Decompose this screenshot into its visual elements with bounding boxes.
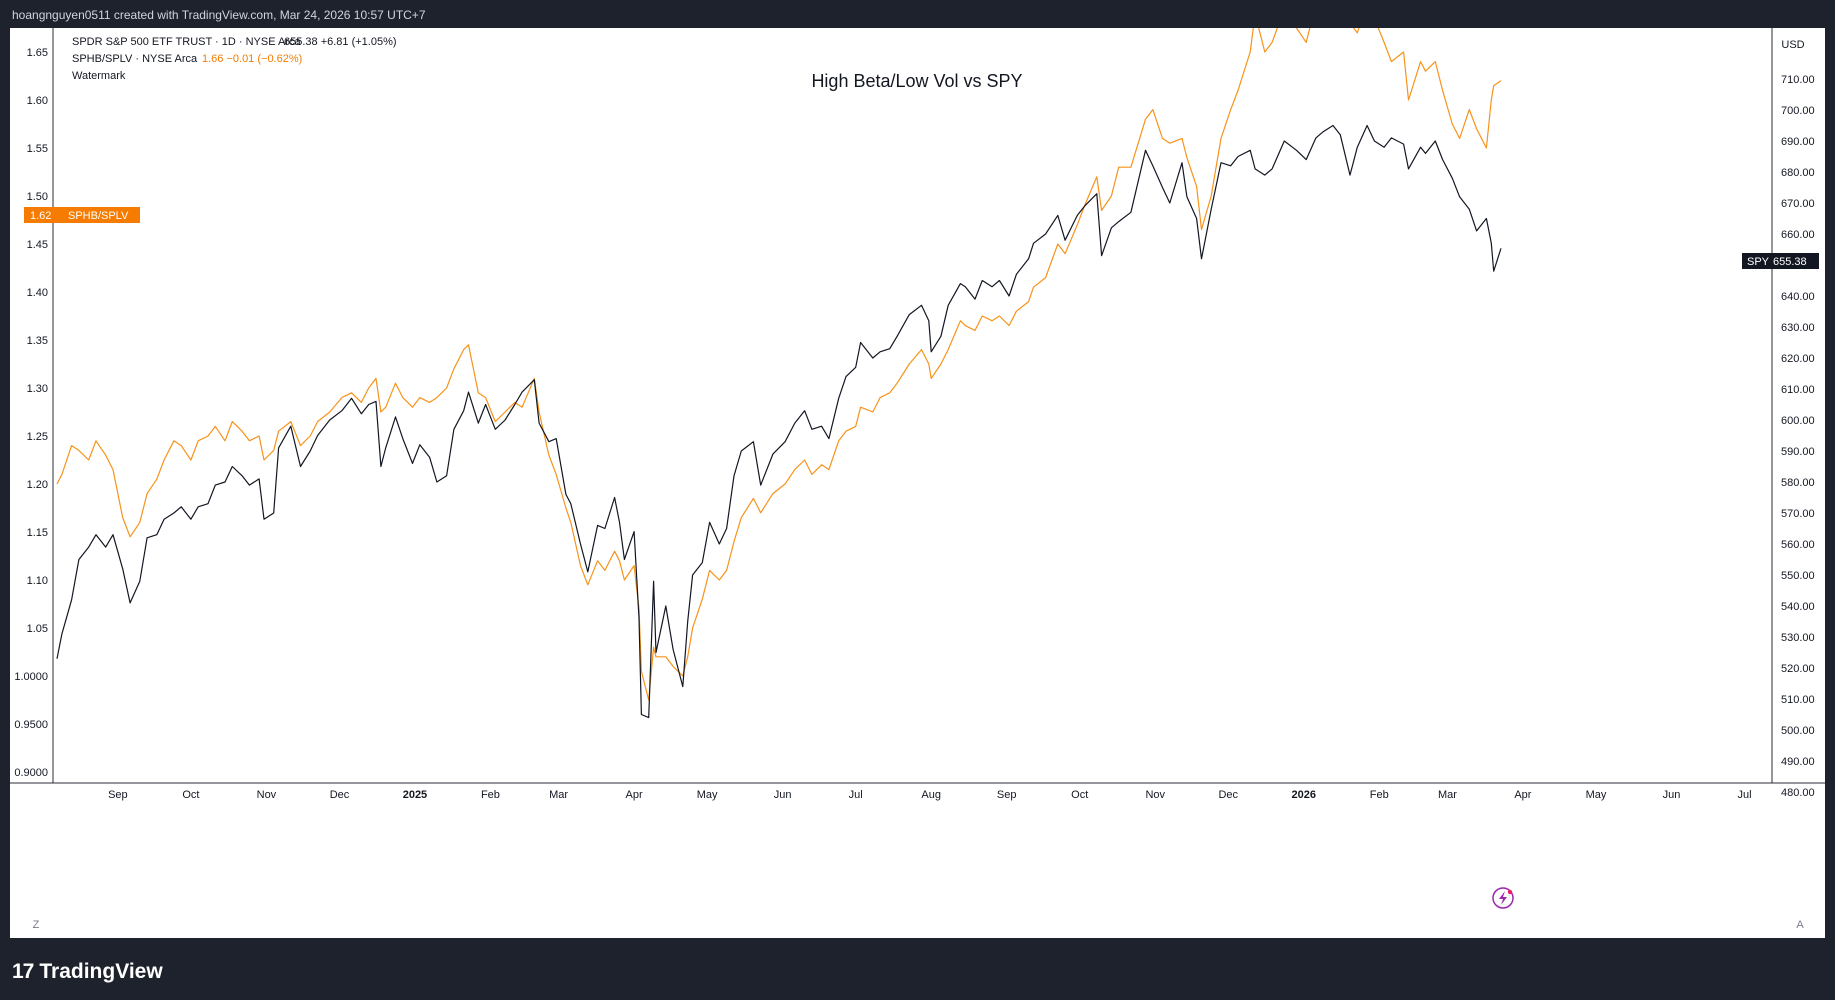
x-tick-label: Aug: [921, 789, 941, 801]
chart-svg[interactable]: 1.801.751.701.651.601.551.501.451.401.35…: [10, 0, 1825, 938]
x-tick-label: Jun: [774, 789, 792, 801]
ratio-series-line: [56, 0, 1502, 701]
x-tick-label: 2026: [1292, 789, 1316, 801]
x-tick-label: May: [1586, 789, 1607, 801]
x-tick-label: May: [697, 789, 718, 801]
ratio-current-tag: 1.62 SPHB/SPLV: [24, 207, 140, 223]
right-tick-label: 500.00: [1781, 725, 1815, 737]
right-tick-label: 600.00: [1781, 415, 1815, 427]
zoom-button[interactable]: Z: [33, 919, 40, 931]
left-tick-label: 1.20: [27, 479, 48, 491]
legend-watermark: Watermark: [72, 70, 126, 82]
left-tick-label: 0.9500: [14, 719, 48, 731]
x-tick-label: Mar: [549, 789, 568, 801]
right-tick-label: 670.00: [1781, 198, 1815, 210]
spy-series-line: [56, 124, 1502, 719]
right-tick-label: 580.00: [1781, 477, 1815, 489]
right-tick-label: 490.00: [1781, 756, 1815, 768]
right-tick-label: 680.00: [1781, 167, 1815, 179]
chart-title: High Beta/Low Vol vs SPY: [811, 71, 1022, 91]
right-tick-label: 700.00: [1781, 105, 1815, 117]
axes: 1.801.751.701.651.601.551.501.451.401.35…: [10, 0, 1825, 801]
ratio-current-label: SPHB/SPLV: [68, 210, 129, 222]
right-tick-label: 520.00: [1781, 663, 1815, 675]
x-tick-label: Apr: [1514, 789, 1531, 801]
x-tick-label: Dec: [1218, 789, 1238, 801]
left-tick-label: 1.60: [27, 95, 48, 107]
legend-spy-values: 655.38 +6.81 (+1.05%): [284, 36, 397, 48]
left-tick-label: 1.50: [27, 191, 48, 203]
right-tick-label: 560.00: [1781, 539, 1815, 551]
x-tick-label: Nov: [257, 789, 277, 801]
left-tick-label: 1.25: [27, 431, 48, 443]
footer-bar: 17 TradingView: [0, 938, 1835, 1000]
left-tick-label: 1.30: [27, 383, 48, 395]
left-tick-label: 0.9000: [14, 767, 48, 779]
ratio-current-value: 1.62: [30, 210, 51, 222]
left-tick-label: 1.10: [27, 575, 48, 587]
x-tick-label: Sep: [108, 789, 128, 801]
right-tick-label: 630.00: [1781, 322, 1815, 334]
left-tick-label: 1.45: [27, 239, 48, 251]
right-tick-label: 710.00: [1781, 74, 1815, 86]
right-tick-label: 550.00: [1781, 570, 1815, 582]
left-tick-label: 1.35: [27, 335, 48, 347]
x-tick-label: Sep: [997, 789, 1017, 801]
chart-panel[interactable]: 1.801.751.701.651.601.551.501.451.401.35…: [10, 0, 1825, 938]
x-tick-label: Oct: [182, 789, 199, 801]
spy-current-label: SPY: [1747, 256, 1770, 268]
right-tick-label: 590.00: [1781, 446, 1815, 458]
x-tick-label: Mar: [1438, 789, 1457, 801]
left-tick-label: 1.05: [27, 623, 48, 635]
legend-ratio-name: SPHB/SPLV · NYSE Arca: [72, 53, 198, 65]
right-tick-label: 690.00: [1781, 136, 1815, 148]
tradingview-brand[interactable]: 17 TradingView: [12, 960, 163, 984]
left-tick-label: 1.55: [27, 143, 48, 155]
tradingview-logo-icon: 17: [12, 960, 34, 983]
x-tick-label: Nov: [1145, 789, 1165, 801]
lightning-icon[interactable]: [1492, 887, 1514, 909]
x-tick-label: Feb: [481, 789, 500, 801]
x-tick-label: 2025: [403, 789, 427, 801]
x-tick-label: Apr: [626, 789, 643, 801]
x-tick-label: Jun: [1663, 789, 1681, 801]
right-tick-label: 640.00: [1781, 291, 1815, 303]
x-tick-label: Jul: [849, 789, 863, 801]
x-tick-label: Jul: [1737, 789, 1751, 801]
series-lines: [56, 0, 1502, 719]
currency-label: USD: [1781, 39, 1804, 51]
right-tick-label: 530.00: [1781, 632, 1815, 644]
left-tick-label: 1.40: [27, 287, 48, 299]
legend-ratio-values: 1.66 −0.01 (−0.62%): [202, 53, 302, 65]
left-tick-label: 1.15: [27, 527, 48, 539]
right-tick-label: 540.00: [1781, 601, 1815, 613]
x-tick-label: Dec: [330, 789, 350, 801]
right-tick-label: 610.00: [1781, 384, 1815, 396]
right-tick-label: 620.00: [1781, 353, 1815, 365]
auto-scale-button[interactable]: A: [1796, 919, 1804, 931]
spy-current-tag: SPY 655.38: [1742, 253, 1819, 269]
spy-current-value: 655.38: [1773, 256, 1807, 268]
tradingview-wordmark: TradingView: [39, 960, 163, 983]
right-tick-label: 510.00: [1781, 694, 1815, 706]
right-tick-label: 570.00: [1781, 508, 1815, 520]
right-tick-label: 480.00: [1781, 787, 1815, 799]
left-tick-label: 1.65: [27, 47, 48, 59]
x-tick-label: Feb: [1370, 789, 1389, 801]
legend-spy-name: SPDR S&P 500 ETF TRUST · 1D · NYSE Arca: [72, 36, 302, 48]
top-bar: hoangnguyen0511 created with TradingView…: [0, 0, 1835, 28]
x-tick-label: Oct: [1071, 789, 1088, 801]
created-by-text: hoangnguyen0511 created with TradingView…: [12, 8, 426, 22]
left-tick-label: 1.0000: [14, 671, 48, 683]
right-tick-label: 660.00: [1781, 229, 1815, 241]
